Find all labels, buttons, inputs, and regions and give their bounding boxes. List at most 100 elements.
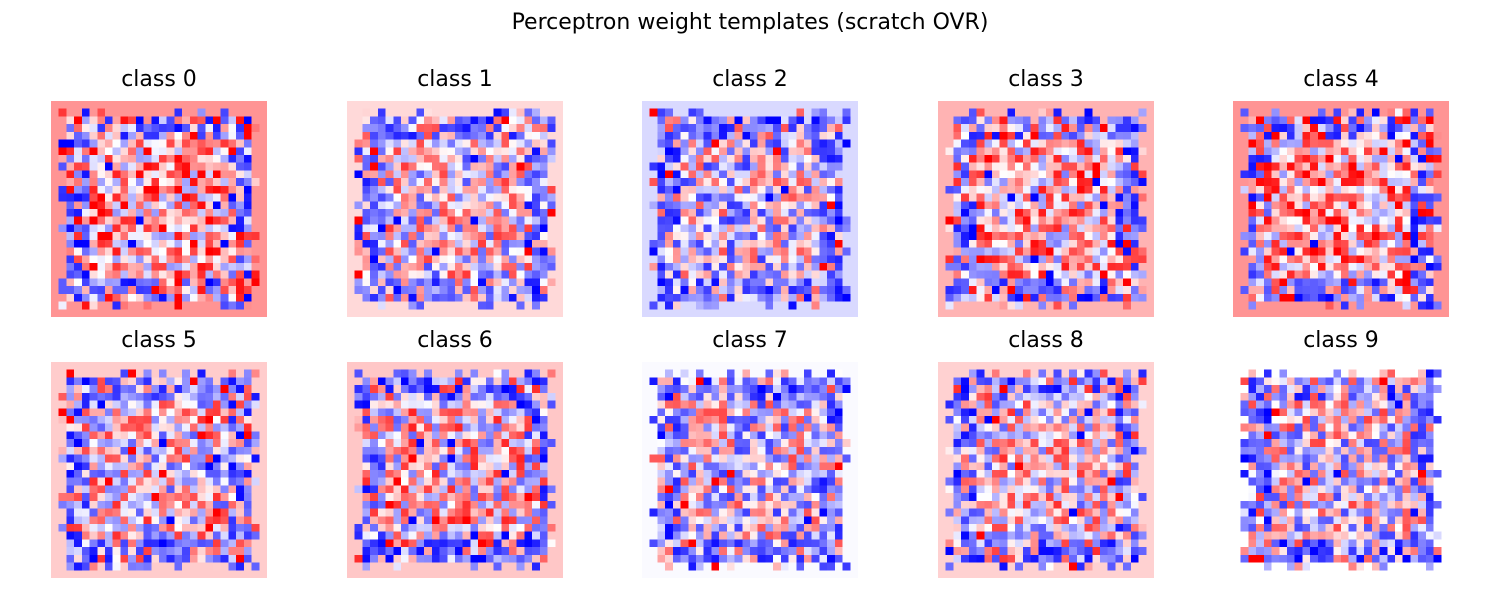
heatmap-cell — [968, 101, 977, 110]
heatmap-cell — [796, 170, 805, 179]
heatmap-cell — [393, 369, 402, 378]
heatmap-cell — [135, 446, 144, 455]
heatmap-cell — [1256, 301, 1265, 310]
heatmap-cell — [555, 101, 563, 110]
heatmap-cell — [1395, 309, 1404, 317]
heatmap-cell — [642, 209, 651, 218]
heatmap-cell — [439, 270, 448, 279]
heatmap-cell — [509, 423, 518, 432]
heatmap-cell — [703, 131, 712, 140]
heatmap-cell — [984, 232, 993, 241]
heatmap-cell — [377, 362, 386, 371]
heatmap-cell — [1115, 101, 1124, 110]
heatmap-cell — [1379, 209, 1388, 218]
heatmap-cell — [385, 147, 394, 156]
heatmap-cell — [213, 516, 222, 525]
heatmap-cell — [726, 255, 735, 264]
heatmap-cell — [1107, 263, 1116, 272]
heatmap-cell — [649, 301, 658, 310]
heatmap-cell — [362, 377, 371, 386]
heatmap-cell — [135, 131, 144, 140]
heatmap-cell — [485, 431, 494, 440]
heatmap-cell — [74, 293, 83, 302]
heatmap-cell — [819, 178, 828, 187]
heatmap-cell — [819, 278, 828, 287]
heatmap-cell — [1348, 170, 1357, 179]
heatmap-cell — [811, 255, 820, 264]
heatmap-cell — [220, 270, 229, 279]
heatmap-cell — [251, 201, 260, 210]
heatmap-cell — [509, 301, 518, 310]
heatmap-cell — [493, 263, 502, 272]
heatmap-cell — [416, 278, 425, 287]
heatmap-cell — [953, 193, 962, 202]
heatmap-cell — [750, 193, 759, 202]
heatmap-cell — [97, 493, 106, 502]
heatmap-cell — [711, 209, 720, 218]
heatmap-cell — [1271, 178, 1280, 187]
heatmap-cell — [1107, 239, 1116, 248]
heatmap-cell — [703, 201, 712, 210]
heatmap-cell — [213, 124, 222, 133]
heatmap-cell — [999, 278, 1008, 287]
heatmap-cell — [649, 178, 658, 187]
heatmap-cell — [470, 385, 479, 394]
heatmap-cell — [401, 377, 410, 386]
heatmap-cell — [850, 278, 858, 287]
heatmap-cell — [393, 255, 402, 264]
heatmap-cell — [1433, 124, 1442, 133]
heatmap-cell — [120, 516, 129, 525]
heatmap-cell — [51, 462, 60, 471]
heatmap-cell — [251, 263, 260, 272]
heatmap-cell — [1310, 224, 1319, 233]
heatmap-cell — [251, 554, 260, 563]
heatmap-cell — [711, 255, 720, 264]
heatmap-cell — [354, 216, 363, 225]
heatmap-cell — [555, 255, 563, 264]
heatmap-cell — [182, 562, 191, 571]
heatmap-cell — [97, 293, 106, 302]
heatmap-cell — [128, 224, 137, 233]
heatmap-cell — [1302, 108, 1311, 117]
heatmap-cell — [447, 139, 456, 148]
heatmap-cell — [370, 400, 379, 409]
heatmap-cell — [66, 293, 75, 302]
heatmap-cell — [765, 131, 774, 140]
heatmap-cell — [189, 454, 198, 463]
heatmap-cell — [347, 116, 356, 125]
heatmap-cell — [1310, 263, 1319, 272]
heatmap-cell — [1279, 101, 1288, 110]
panel-title-class-0: class 0 — [121, 67, 197, 92]
heatmap-cell — [1046, 216, 1055, 225]
heatmap-cell — [532, 392, 541, 401]
heatmap-cell — [1379, 101, 1388, 110]
heatmap-cell — [657, 116, 666, 125]
heatmap-cell — [680, 247, 689, 256]
heatmap-cell — [236, 408, 245, 417]
heatmap-cell — [696, 224, 705, 233]
heatmap-cell — [416, 377, 425, 386]
heatmap-cell — [128, 131, 137, 140]
heatmap-cell — [105, 108, 114, 117]
heatmap-cell — [51, 516, 60, 525]
heatmap-cell — [159, 293, 168, 302]
heatmap-cell — [128, 201, 137, 210]
heatmap-cell — [1015, 147, 1024, 156]
heatmap-cell — [1425, 263, 1434, 272]
heatmap-cell — [462, 408, 471, 417]
heatmap-cell — [220, 232, 229, 241]
heatmap-cell — [228, 470, 237, 479]
heatmap-cell — [58, 462, 67, 471]
heatmap-cell — [819, 201, 828, 210]
heatmap-cell — [984, 255, 993, 264]
heatmap-cell — [66, 201, 75, 210]
heatmap-cell — [251, 131, 260, 140]
heatmap-cell — [976, 101, 985, 110]
heatmap-cell — [1371, 155, 1380, 164]
heatmap-cell — [197, 547, 206, 556]
heatmap-cell — [228, 400, 237, 409]
heatmap-cell — [734, 239, 743, 248]
heatmap-cell — [251, 508, 260, 517]
heatmap-cell — [51, 239, 60, 248]
heatmap-cell — [347, 124, 356, 133]
